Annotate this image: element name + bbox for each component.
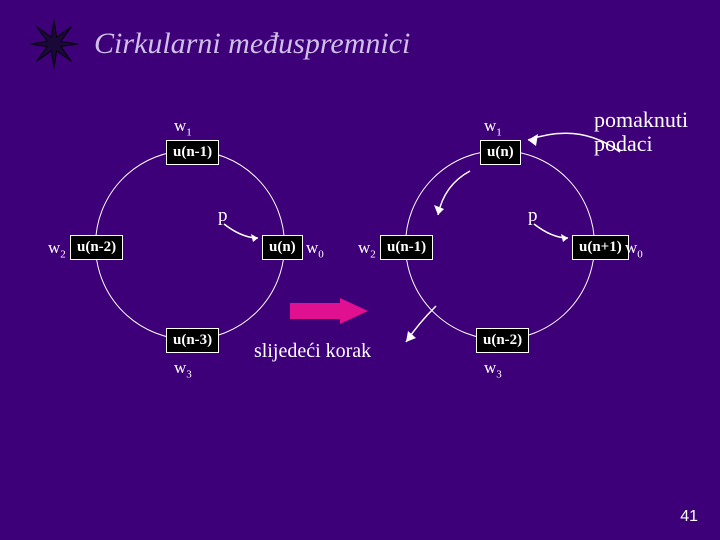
left-box-right: u(n) bbox=[262, 235, 303, 260]
right-box-bottom: u(n-2) bbox=[476, 328, 529, 353]
right-inner-arrow-icon bbox=[430, 165, 480, 225]
left-box-top: u(n-1) bbox=[166, 140, 219, 165]
left-box-left: u(n-2) bbox=[70, 235, 123, 260]
slide-title: Cirkularni međuspremnici bbox=[94, 27, 410, 61]
left-p-arrow-icon bbox=[218, 218, 266, 246]
right-bottom-arrow-icon bbox=[400, 300, 450, 350]
annotation-right: pomaknuti podaci bbox=[594, 108, 688, 156]
left-w3: w3 bbox=[174, 358, 192, 380]
left-w2: w2 bbox=[48, 238, 66, 260]
left-box-bottom: u(n-3) bbox=[166, 328, 219, 353]
right-w0: w0 bbox=[625, 238, 643, 260]
left-w0: w0 bbox=[306, 238, 324, 260]
starburst-icon bbox=[28, 18, 80, 70]
step-label: slijedeći korak bbox=[254, 340, 371, 363]
right-box-left: u(n-1) bbox=[380, 235, 433, 260]
slide-number: 41 bbox=[680, 508, 698, 526]
right-w2: w2 bbox=[358, 238, 376, 260]
right-w3: w3 bbox=[484, 358, 502, 380]
right-w1: w1 bbox=[484, 116, 502, 138]
right-box-right: u(n+1) bbox=[572, 235, 629, 260]
right-p-arrow-icon bbox=[528, 218, 576, 246]
right-box-top: u(n) bbox=[480, 140, 521, 165]
next-step-arrow-icon bbox=[290, 298, 368, 324]
diagram: u(n-1) u(n) u(n-3) u(n-2) w1 w0 w3 w2 p … bbox=[0, 100, 720, 460]
left-w1: w1 bbox=[174, 116, 192, 138]
